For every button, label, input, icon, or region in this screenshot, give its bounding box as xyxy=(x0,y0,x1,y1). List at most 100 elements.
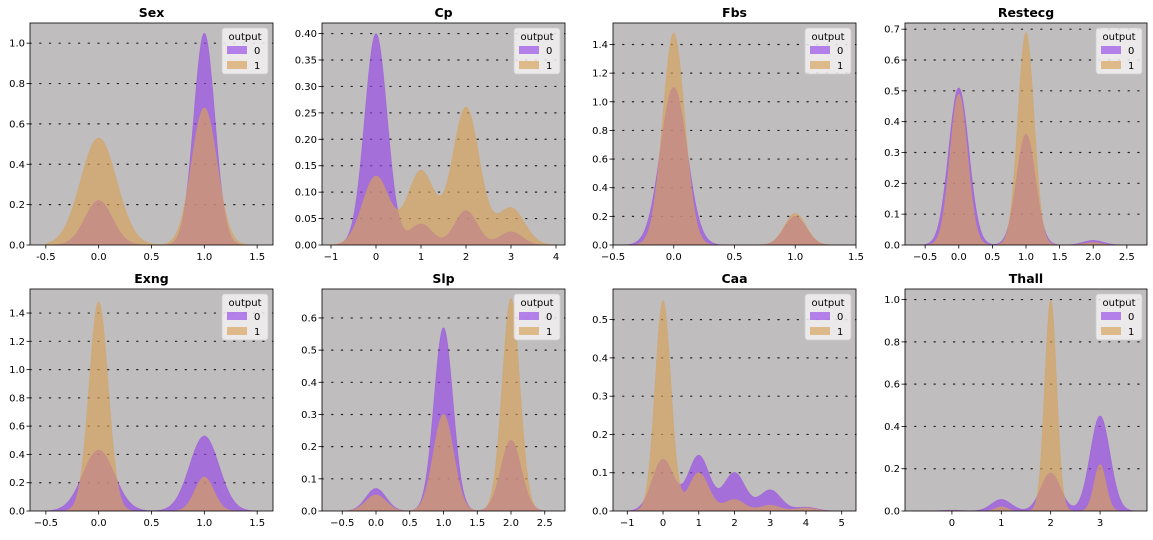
y-tick-label: 1.0 xyxy=(884,295,900,306)
subplot-title: Cp xyxy=(434,5,452,20)
x-tick-label: 1.5 xyxy=(469,518,485,529)
legend-title: output xyxy=(229,32,262,43)
y-tick-label: 0.2 xyxy=(884,179,900,190)
subplot-title: Exng xyxy=(134,271,168,286)
subplot-exng: Exng −0.5 0.0 0.5 1.0 1.5 0.0 0.2 0.4 0.6 0.8 1.0 1.… xyxy=(9,271,274,529)
x-tick-label: 2.5 xyxy=(1119,252,1135,263)
legend-swatch-0 xyxy=(227,46,247,54)
y-tick-label: 0.2 xyxy=(592,212,608,223)
y-tick-label: 1.4 xyxy=(592,40,608,51)
subplot-title: Thall xyxy=(1009,271,1043,286)
y-tick-label: 0.0 xyxy=(9,507,25,518)
y-tick-label: 0.1 xyxy=(884,210,900,221)
legend-swatch-0 xyxy=(1101,312,1121,320)
subplot-title: Fbs xyxy=(722,5,747,20)
x-tick-label: 0.5 xyxy=(727,252,743,263)
x-tick-label: 0 xyxy=(949,518,955,529)
legend-label-0: 0 xyxy=(1128,46,1134,57)
y-tick-label: 0.6 xyxy=(9,119,25,130)
legend-swatch-0 xyxy=(810,46,830,54)
x-tick-label: 0 xyxy=(660,518,666,529)
y-tick-label: 0.0 xyxy=(592,507,608,518)
x-tick-label: 1.5 xyxy=(249,252,265,263)
legend-label-0: 0 xyxy=(837,46,843,57)
x-tick-label: -0.5 xyxy=(36,252,56,263)
y-tick-label: 0.4 xyxy=(301,378,317,389)
legend-label-0: 0 xyxy=(254,46,260,57)
y-tick-label: 0.0 xyxy=(592,241,608,252)
legend-label-0: 0 xyxy=(254,312,260,323)
y-tick-label: 0.4 xyxy=(9,160,25,171)
x-tick-label: 1.5 xyxy=(249,518,265,529)
y-tick-label: 0.1 xyxy=(301,474,317,485)
y-tick-label: 0.15 xyxy=(295,161,317,172)
density-area-0 xyxy=(912,415,1147,512)
legend: output 0 1 xyxy=(804,293,852,341)
legend: output 0 1 xyxy=(804,27,852,75)
y-tick-label: 0.3 xyxy=(301,410,317,421)
legend-title: output xyxy=(521,298,554,309)
x-tick-label: 0.5 xyxy=(402,518,418,529)
density-area-1 xyxy=(45,107,258,246)
subplot-title: Caa xyxy=(721,271,747,286)
y-tick-label: 0.25 xyxy=(295,108,317,119)
legend-title: output xyxy=(1103,32,1136,43)
density-area-1 xyxy=(912,299,1147,512)
subplot-caa: Caa −1 0 1 2 3 4 5 0.0 0.1 0.2 0.3 0.4 0.5 output 0 1 xyxy=(592,271,857,529)
density-area-1 xyxy=(626,299,843,512)
x-tick-label: 4 xyxy=(803,518,809,529)
subplot-title: Slp xyxy=(432,271,454,286)
x-tick-label: −1 xyxy=(620,518,635,529)
x-tick-label: 0.5 xyxy=(984,252,1000,263)
legend-swatch-1 xyxy=(519,61,539,69)
y-tick-label: 1.0 xyxy=(9,39,25,50)
legend-label-1: 1 xyxy=(546,327,552,338)
x-tick-label: 3 xyxy=(767,518,773,529)
x-tick-label: −0.5 xyxy=(913,252,937,263)
density-area-1 xyxy=(905,31,1147,246)
y-tick-label: 0.8 xyxy=(884,337,900,348)
density-area-1 xyxy=(330,106,557,246)
x-tick-label: 0.5 xyxy=(144,252,160,263)
y-tick-label: 0.05 xyxy=(295,214,317,225)
legend-label-0: 0 xyxy=(837,312,843,323)
y-tick-label: 0.0 xyxy=(884,241,900,252)
axes-frame xyxy=(904,288,1148,512)
legend: output 0 1 xyxy=(1095,293,1143,341)
density-area-1 xyxy=(341,298,546,512)
legend-swatch-1 xyxy=(1101,327,1121,335)
legend: output 0 1 xyxy=(221,27,269,75)
legend-label-0: 0 xyxy=(1128,312,1134,323)
legend: output 0 1 xyxy=(1095,27,1143,75)
subplot-title: Sex xyxy=(139,5,165,20)
y-tick-label: 1.4 xyxy=(9,309,25,320)
y-tick-label: 0.6 xyxy=(301,313,317,324)
legend-label-1: 1 xyxy=(837,327,843,338)
x-tick-label: 3 xyxy=(508,252,514,263)
y-tick-label: 0.6 xyxy=(592,155,608,166)
y-tick-label: 0.1 xyxy=(592,468,608,479)
y-tick-label: 0.8 xyxy=(9,79,25,90)
x-tick-label: 1.0 xyxy=(787,252,803,263)
y-tick-label: 1.2 xyxy=(592,69,608,80)
y-tick-label: 0.00 xyxy=(295,241,317,252)
x-tick-label: 1.0 xyxy=(196,518,212,529)
legend-title: output xyxy=(229,298,262,309)
x-tick-label: 2 xyxy=(463,252,469,263)
x-tick-label: −0.5 xyxy=(601,252,625,263)
y-tick-label: 0.6 xyxy=(884,56,900,67)
y-tick-label: 0.7 xyxy=(884,25,900,36)
subplot-thall: Thall 0 1 2 3 0.0 0.2 0.4 0.6 0.8 1.0 output 0 1 xyxy=(884,271,1148,529)
y-tick-label: 0.35 xyxy=(295,56,317,67)
y-tick-label: 0.10 xyxy=(295,188,317,199)
y-tick-label: 1.2 xyxy=(9,337,25,348)
x-tick-label: 1.0 xyxy=(196,252,212,263)
x-tick-label: 1.5 xyxy=(848,252,864,263)
y-tick-label: 1.0 xyxy=(592,97,608,108)
y-tick-label: 0.0 xyxy=(301,507,317,518)
y-tick-label: 0.4 xyxy=(592,183,608,194)
subplot-cp: Cp −1 0 1 2 3 4 0.00 0.05 0.10 0.15 0.20 0.25 0.30 0.3… xyxy=(295,5,566,263)
legend: output 0 1 xyxy=(221,293,269,341)
